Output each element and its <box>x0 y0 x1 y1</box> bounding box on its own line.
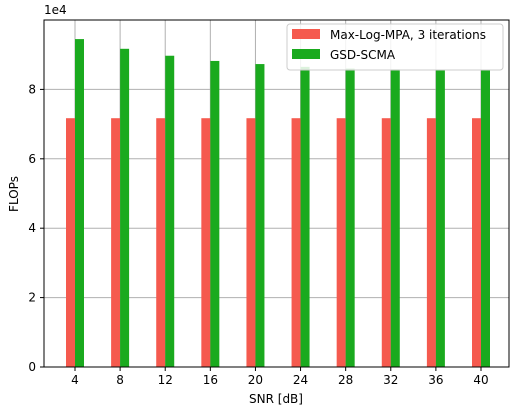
bar-gsd-scma <box>345 68 355 367</box>
bar-max-log-mpa <box>201 118 211 368</box>
x-tick-label: 12 <box>158 373 173 387</box>
x-tick-label: 36 <box>428 373 443 387</box>
bar-gsd-scma <box>481 70 490 367</box>
plot-frame <box>43 19 510 368</box>
bar-max-log-mpa <box>111 118 121 368</box>
bar-max-log-mpa <box>336 118 346 368</box>
legend-label-max-log-mpa: Max-Log-MPA, 3 iterations <box>330 28 486 42</box>
x-tick-label: 32 <box>383 373 398 387</box>
legend-label-gsd-scma: GSD-SCMA <box>330 48 396 62</box>
x-tick-label: 20 <box>248 373 263 387</box>
bar-max-log-mpa <box>472 118 481 368</box>
legend-swatch-max-log-mpa <box>292 29 320 39</box>
y-tick-label: 6 <box>28 152 36 166</box>
bar-gsd-scma <box>390 69 400 368</box>
bar-max-log-mpa <box>381 118 391 368</box>
bar-max-log-mpa <box>246 118 256 368</box>
x-tick-label: 40 <box>473 373 488 387</box>
bar-max-log-mpa <box>291 118 301 368</box>
x-axis-label: SNR [dB] <box>249 392 303 406</box>
y-axis-label: FLOPs <box>7 176 21 212</box>
bar-gsd-scma <box>165 55 175 368</box>
y-scale-label: 1e4 <box>44 3 67 17</box>
y-tick-label: 0 <box>28 360 36 374</box>
bar-gsd-scma <box>435 69 445 367</box>
bar-max-log-mpa <box>156 118 166 368</box>
bar-gsd-scma <box>120 48 130 368</box>
x-tick-label: 4 <box>71 373 79 387</box>
bar-gsd-scma <box>210 60 220 368</box>
x-tick-label: 24 <box>293 373 308 387</box>
y-tick-label: 2 <box>28 291 36 305</box>
y-tick-label: 8 <box>28 82 36 96</box>
bars <box>66 39 490 368</box>
bar-max-log-mpa <box>426 118 436 368</box>
legend: Max-Log-MPA, 3 iterations GSD-SCMA <box>286 23 504 71</box>
y-tick-label: 4 <box>28 221 36 235</box>
x-tick-label: 28 <box>338 373 353 387</box>
bar-gsd-scma <box>75 39 84 368</box>
x-tick-label: 16 <box>203 373 218 387</box>
legend-box <box>286 23 504 71</box>
bar-gsd-scma <box>300 66 310 367</box>
bar-max-log-mpa <box>66 118 75 368</box>
x-tick-label: 8 <box>116 373 124 387</box>
legend-swatch-gsd-scma <box>292 49 320 59</box>
bar-gsd-scma <box>255 64 265 367</box>
